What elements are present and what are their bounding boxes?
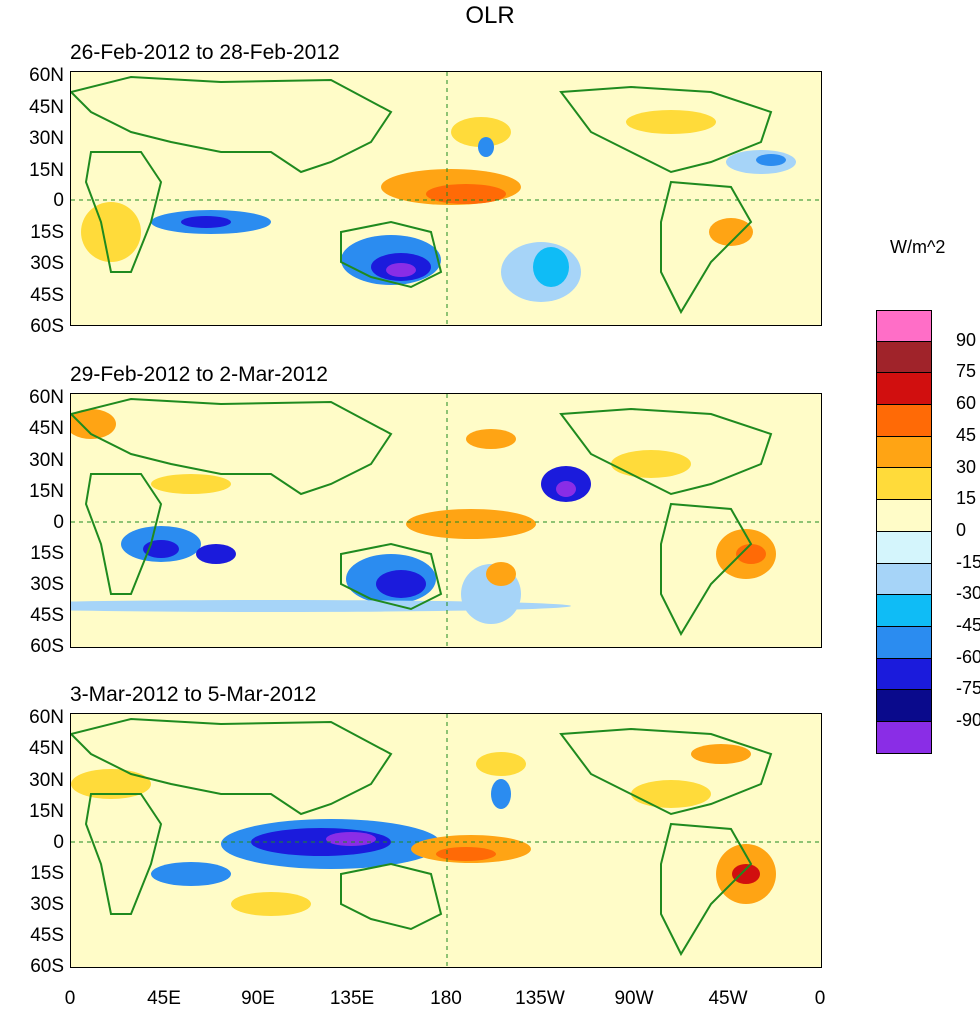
map-panel-2 xyxy=(70,393,822,648)
lat-label: 45S xyxy=(30,285,64,306)
olr-anomaly-map-2 xyxy=(71,394,821,647)
lat-label: 0 xyxy=(53,512,64,533)
colorbar-tick-label: 45 xyxy=(956,424,977,445)
colorbar-tick-label: -75 xyxy=(956,678,980,699)
colorbar-swatch xyxy=(876,341,932,374)
colorbar-tick-label: 75 xyxy=(956,361,977,382)
colorbar-tick-label: -45 xyxy=(956,615,980,635)
lon-label: 0 xyxy=(64,988,76,1009)
colorbar-tick-label: -90 xyxy=(956,710,980,731)
lat-label: 15N xyxy=(29,481,64,502)
colorbar-tick-label: -60 xyxy=(956,646,980,667)
colorbar-swatch xyxy=(876,690,932,722)
colorbar-tick-label: -30 xyxy=(956,583,980,604)
lat-label: 45N xyxy=(29,418,64,439)
colorbar-swatch xyxy=(876,531,932,564)
lon-label: 90E xyxy=(241,988,275,1009)
lat-label: 45S xyxy=(30,925,64,946)
colorbar-swatch xyxy=(876,721,932,754)
colorbar-swatch xyxy=(876,658,932,691)
colorbar-swatch xyxy=(876,626,932,659)
lat-label: 0 xyxy=(53,832,64,853)
colorbar-tick-label: 60 xyxy=(956,393,977,414)
colorbar-tick-label: -15 xyxy=(956,551,980,572)
colorbar-swatch xyxy=(876,373,932,406)
lat-label: 30N xyxy=(29,128,64,149)
colorbar-swatch xyxy=(876,595,932,627)
colorbar-tick-label: 90 xyxy=(956,329,977,350)
colorbar-tick-label: 0 xyxy=(956,519,967,540)
lon-label: 135E xyxy=(329,988,375,1009)
colorbar-swatch xyxy=(876,468,932,501)
lon-label: 90W xyxy=(614,988,654,1009)
olr-anomaly-map-3 xyxy=(71,714,821,967)
colorbar xyxy=(876,310,932,754)
colorbar-swatch xyxy=(876,405,932,437)
map-panel-1 xyxy=(70,71,822,326)
lat-label: 15N xyxy=(29,160,64,181)
lat-label: 60S xyxy=(30,956,64,977)
lat-label: 30N xyxy=(29,770,64,791)
colorbar-swatch xyxy=(876,500,932,532)
lon-label: 45E xyxy=(147,988,181,1009)
colorbar-tick-label: 15 xyxy=(956,488,977,509)
colorbar-unit-label: W/m^2 xyxy=(890,237,946,257)
lon-label: 180 xyxy=(430,988,462,1009)
panel-2-title: 29-Feb-2012 to 2-Mar-2012 xyxy=(70,363,328,386)
lat-label: 30N xyxy=(29,450,64,471)
lon-label: 45W xyxy=(708,988,748,1009)
lat-label: 60S xyxy=(30,316,64,337)
lat-label: 30S xyxy=(30,574,64,595)
lat-label: 45N xyxy=(29,97,64,118)
lat-label: 60S xyxy=(30,636,64,657)
panel-1-title: 26-Feb-2012 to 28-Feb-2012 xyxy=(70,41,340,64)
colorbar-tick-label: 30 xyxy=(956,456,977,477)
lon-label: 0 xyxy=(814,988,826,1009)
lat-label: 15S xyxy=(30,222,64,243)
lat-label: 15S xyxy=(30,863,64,884)
lat-label: 45N xyxy=(29,738,64,759)
map-panel-3 xyxy=(70,713,822,968)
panel-3-title: 3-Mar-2012 to 5-Mar-2012 xyxy=(70,683,317,706)
lat-label: 30S xyxy=(30,894,64,915)
lon-label: 135W xyxy=(515,988,565,1009)
lat-label: 0 xyxy=(53,190,64,211)
lat-label: 30S xyxy=(30,253,64,274)
lat-label: 15S xyxy=(30,543,64,564)
colorbar-swatch xyxy=(876,563,932,596)
olr-anomaly-map-1 xyxy=(71,72,821,325)
lat-label: 45S xyxy=(30,605,64,626)
lat-label: 60N xyxy=(29,707,64,728)
lat-label: 60N xyxy=(29,387,64,408)
colorbar-swatch xyxy=(876,436,932,469)
lat-label: 60N xyxy=(29,65,64,86)
lat-label: 15N xyxy=(29,801,64,822)
figure-title: OLR xyxy=(465,2,515,29)
colorbar-swatch xyxy=(876,310,932,342)
